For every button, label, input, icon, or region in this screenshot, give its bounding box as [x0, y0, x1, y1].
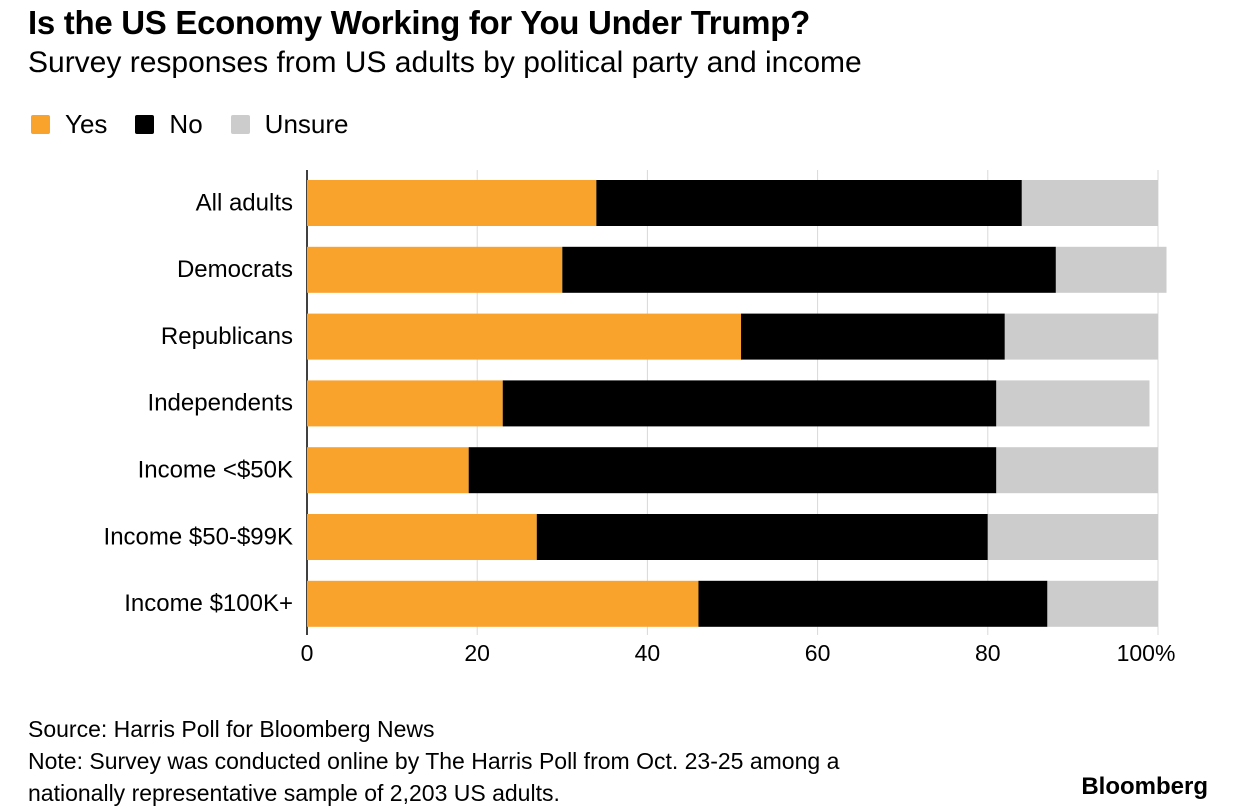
bar-no-4 — [468, 447, 997, 494]
stacked-bar-chart: 0 20 40 60 80 100% All adults Democrats Republic… — [104, 170, 1176, 666]
x-tick-label-2: 40 — [635, 640, 661, 666]
legend-swatch-yes — [31, 115, 50, 134]
x-tick-label-3: 60 — [805, 640, 831, 666]
bar-unsure-5 — [987, 514, 1158, 560]
bar-unsure-0 — [1021, 180, 1158, 226]
bar-unsure-2 — [1004, 313, 1158, 360]
survey-note-line-1: Note: Survey was conducted online by The… — [28, 748, 840, 774]
bar-no-3 — [502, 380, 997, 427]
survey-note-line-2: nationally representative sample of 2,20… — [28, 780, 560, 806]
bloomberg-logo: Bloomberg — [1081, 773, 1208, 800]
chart-subtitle: Survey responses from US adults by polit… — [28, 46, 862, 79]
legend-label-no: No — [169, 109, 203, 139]
bar-yes-2 — [307, 313, 742, 360]
bar-yes-5 — [307, 514, 537, 560]
bar-no-0 — [596, 180, 1022, 226]
bar-no-6 — [698, 580, 1048, 627]
legend: Yes No Unsure — [31, 109, 377, 140]
bar-unsure-3 — [996, 380, 1150, 427]
legend-item-no: No — [135, 109, 203, 140]
bar-yes-4 — [307, 447, 469, 494]
x-tick-label-0: 0 — [301, 640, 314, 666]
chart-title: Is the US Economy Working for You Under … — [28, 4, 810, 41]
legend-swatch-unsure — [230, 115, 250, 134]
bar-yes-6 — [307, 580, 699, 627]
category-label-4: Income <$50K — [138, 457, 293, 484]
x-tick-label-1: 20 — [464, 640, 490, 666]
category-label-2: Republicans — [161, 323, 293, 350]
bar-no-2 — [741, 313, 1005, 360]
legend-item-unsure: Unsure — [230, 109, 349, 140]
x-tick-label-5: 100% — [1117, 640, 1176, 666]
legend-item-yes: Yes — [31, 109, 107, 140]
bar-no-1 — [562, 246, 1056, 293]
source-note: Source: Harris Poll for Bloomberg News — [28, 716, 435, 742]
x-tick-label-4: 80 — [975, 640, 1001, 666]
category-label-6: Income $100K+ — [124, 590, 293, 617]
bar-unsure-1 — [1055, 246, 1167, 293]
bar-yes-3 — [307, 380, 503, 427]
bar-yes-0 — [307, 180, 597, 226]
bar-no-5 — [536, 514, 988, 560]
category-label-5: Income $50-$99K — [104, 523, 293, 550]
category-label-3: Independents — [148, 390, 293, 417]
bar-layer — [307, 180, 1167, 627]
legend-label-yes: Yes — [65, 109, 108, 139]
category-label-0: All adults — [196, 189, 293, 216]
bar-yes-1 — [307, 246, 563, 293]
legend-label-unsure: Unsure — [264, 109, 349, 139]
bar-unsure-4 — [996, 447, 1158, 494]
category-label-1: Democrats — [177, 256, 293, 283]
label-layer: 0 20 40 60 80 100% All adults Democrats Republic… — [104, 189, 1176, 666]
bar-unsure-6 — [1047, 580, 1158, 627]
legend-swatch-no — [135, 115, 155, 134]
footer: Source: Harris Poll for Bloomberg News N… — [28, 713, 839, 809]
